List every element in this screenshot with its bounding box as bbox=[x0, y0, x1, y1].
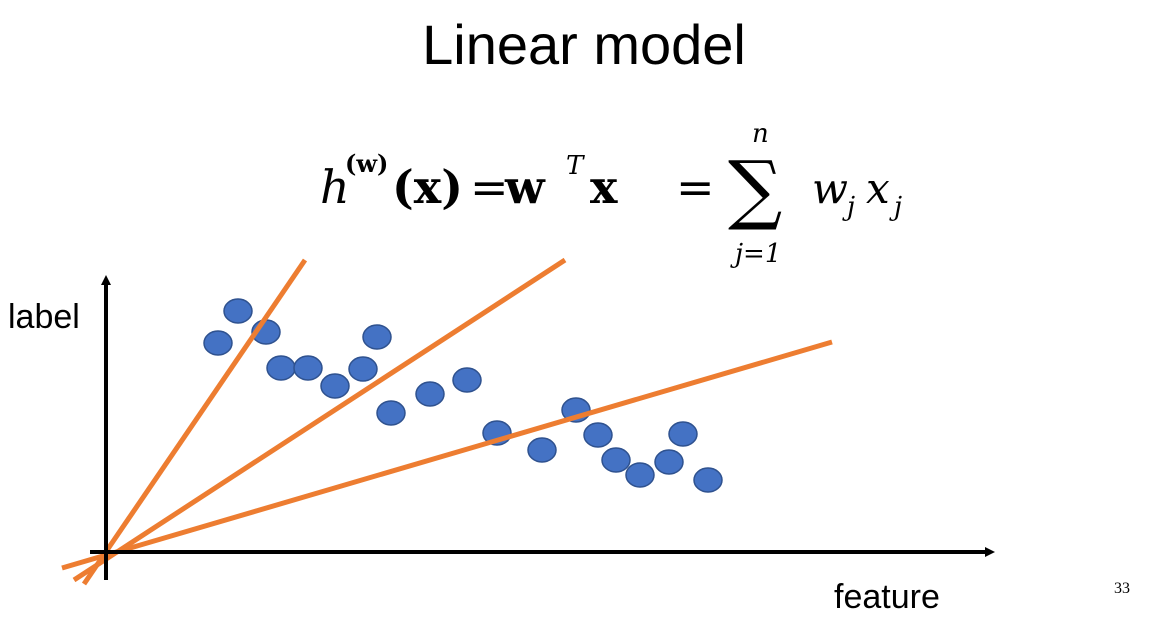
data-point bbox=[320, 373, 350, 399]
steep-fit-line bbox=[81, 258, 308, 586]
formula-sum-upper: n bbox=[752, 119, 769, 149]
data-point bbox=[348, 356, 378, 382]
formula-w-term: w bbox=[812, 164, 848, 213]
formula-equals-2: = bbox=[676, 160, 715, 214]
formula-x: x bbox=[590, 160, 618, 214]
data-point bbox=[266, 355, 296, 381]
data-point bbox=[583, 422, 613, 448]
shallow-fit-line bbox=[61, 339, 833, 571]
formula-equals-1: = bbox=[470, 160, 509, 214]
formula-transpose: T bbox=[566, 151, 585, 181]
formula-w: w bbox=[504, 160, 546, 214]
data-point bbox=[601, 447, 631, 473]
formula-h-superscript: (w) bbox=[345, 149, 388, 178]
medium-fit-line bbox=[72, 257, 567, 583]
candidate-lines bbox=[61, 257, 833, 586]
data-point bbox=[527, 437, 557, 463]
formula-h: h bbox=[320, 160, 350, 214]
data-point bbox=[293, 355, 323, 381]
data-point bbox=[203, 330, 233, 356]
data-point bbox=[668, 421, 698, 447]
data-point bbox=[376, 400, 406, 426]
formula-sum-symbol: ∑ bbox=[728, 144, 782, 233]
page-number: 33 bbox=[1114, 580, 1130, 597]
x-axis-label: feature bbox=[834, 578, 940, 616]
data-point bbox=[693, 467, 723, 493]
data-point bbox=[625, 462, 655, 488]
data-point bbox=[654, 449, 684, 475]
data-point bbox=[452, 367, 482, 393]
formula-h-argument: (x) bbox=[392, 160, 463, 214]
y-axis-label: label bbox=[8, 298, 80, 336]
data-point bbox=[362, 324, 392, 350]
data-point bbox=[223, 298, 253, 324]
slide-title: Linear model bbox=[422, 13, 746, 76]
formula-sum-lower: j=1 bbox=[730, 239, 781, 269]
formula-x-term: x bbox=[866, 164, 890, 213]
data-points bbox=[203, 298, 723, 493]
hypothesis-formula: h (w) (x) = w T x = n ∑ j=1 w j x j bbox=[320, 119, 902, 269]
data-point bbox=[415, 381, 445, 407]
